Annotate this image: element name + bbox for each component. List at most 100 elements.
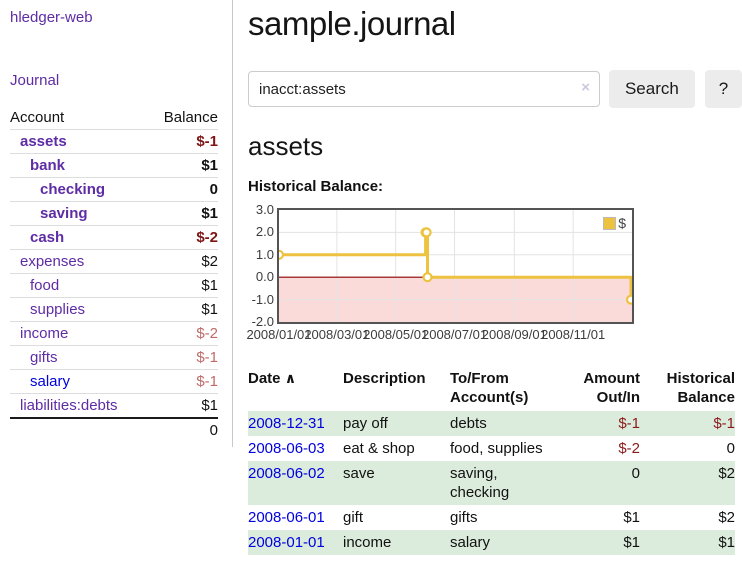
account-balance: $1 — [148, 153, 218, 178]
transaction-accounts: gifts — [450, 509, 478, 526]
main-content: sample.journal × Search ? assets Histori… — [246, 0, 742, 555]
account-balance: $-1 — [148, 369, 218, 394]
account-row: supplies $1 — [10, 297, 218, 322]
search-input[interactable] — [248, 71, 600, 107]
account-link[interactable]: bank — [30, 157, 66, 174]
transaction-accounts: food, supplies — [450, 440, 543, 457]
chart-legend: $ — [602, 215, 627, 231]
register-header-amount: Amount Out/In — [583, 370, 640, 406]
search-box: × — [248, 71, 600, 107]
transaction-date: 2008-06-01 — [248, 505, 343, 530]
account-row: liabilities:debts $1 — [10, 393, 218, 418]
transaction-amount: $1 — [554, 530, 640, 555]
accounts-table: Account Balance assets $-1 bank $1 checking 0… — [10, 106, 218, 442]
transaction-accounts: saving, checking — [450, 461, 554, 505]
account-link[interactable]: supplies — [30, 301, 86, 318]
account-heading: assets — [248, 131, 324, 161]
transaction-accounts: salary — [450, 530, 554, 555]
account-row: salary $-1 — [10, 369, 218, 394]
account-link[interactable]: expenses — [20, 253, 85, 270]
transaction-date-link[interactable]: 2008-12-31 — [248, 415, 325, 432]
transaction-date: 2008-01-01 — [248, 530, 343, 555]
account-link[interactable]: gifts — [30, 349, 58, 366]
x-axis-tick-label: 2008/09/01 — [481, 327, 547, 342]
legend-label: $ — [618, 215, 626, 231]
accounts-header-balance: Balance — [163, 109, 218, 126]
account-balance: $2 — [148, 249, 218, 274]
transaction-balance: $2 — [718, 509, 735, 526]
y-axis-tick-label: 0.0 — [255, 269, 274, 285]
transaction-description: gift — [343, 509, 364, 526]
x-axis-tick-label: 2008/03/01 — [304, 327, 370, 342]
transaction-amount: $1 — [623, 509, 640, 526]
nav-journal-link[interactable]: Journal — [10, 72, 60, 89]
account-row: bank $1 — [10, 153, 218, 178]
transaction-date: 2008-06-02 — [248, 461, 343, 505]
transaction-amount: $-2 — [618, 440, 640, 457]
transaction-date-link[interactable]: 2008-01-01 — [248, 534, 325, 551]
help-button[interactable]: ? — [704, 70, 742, 108]
transaction-description: save — [343, 461, 450, 505]
account-balance: $1 — [148, 273, 218, 298]
account-link[interactable]: food — [30, 277, 60, 294]
chart-svg — [279, 210, 632, 322]
transaction-date: 2008-06-03 — [248, 436, 343, 461]
account-row: checking 0 — [10, 177, 218, 202]
transaction-row: 2008-12-31 pay off debts $-1 $-1 — [248, 411, 735, 436]
register-header-accounts: To/From Account(s) — [450, 370, 529, 406]
accounts-total-row: 0 — [10, 417, 218, 442]
transaction-row: 2008-06-01 gift gifts $1 $2 — [248, 505, 735, 530]
account-link[interactable]: saving — [40, 205, 88, 222]
account-row: saving $1 — [10, 201, 218, 226]
account-balance: $-1 — [148, 129, 218, 154]
transaction-date-link[interactable]: 2008-06-01 — [248, 509, 325, 526]
page-title: sample.journal — [248, 5, 456, 42]
x-axis-tick-label: 2008/11/01 — [541, 327, 606, 342]
transaction-date-link[interactable]: 2008-06-02 — [248, 465, 325, 482]
account-link[interactable]: salary — [30, 373, 71, 390]
account-link[interactable]: checking — [40, 181, 106, 198]
account-row: gifts $-1 — [10, 345, 218, 370]
account-link[interactable]: liabilities:debts — [20, 397, 118, 414]
sidebar: hledger-web Journal Account Balance asse… — [0, 0, 233, 447]
transaction-description: pay off — [343, 411, 450, 436]
register-header-date[interactable]: Date ∧ — [248, 367, 343, 411]
x-axis-tick-label: 2008/05/01 — [363, 327, 429, 342]
register-header-date-label: Date — [248, 370, 281, 387]
sort-ascending-icon: ∧ — [284, 370, 297, 386]
search-form: × Search ? — [248, 70, 742, 108]
chart-plot-area: $ — [277, 208, 634, 324]
account-link[interactable]: cash — [30, 229, 65, 246]
transaction-amount: 0 — [554, 461, 640, 505]
account-row: assets $-1 — [10, 129, 218, 154]
clear-search-icon[interactable]: × — [581, 79, 590, 96]
historical-balance-chart: 3.0 2.0 1.0 0.0 -1.0 -2.0 $ 2008/01/01 2008/03… — [246, 203, 742, 348]
transaction-row: 2008-01-01 income salary $1 $1 — [248, 530, 735, 555]
account-row: income $-2 — [10, 321, 218, 346]
transaction-date-link[interactable]: 2008-06-03 — [248, 440, 325, 457]
search-button[interactable]: Search — [608, 70, 695, 108]
transaction-amount: $-1 — [554, 411, 640, 436]
y-axis-tick-label: 1.0 — [255, 246, 274, 262]
x-axis-tick-label: 2008/07/01 — [421, 327, 488, 342]
transaction-balance: $-1 — [640, 411, 735, 436]
account-balance: $1 — [148, 297, 218, 322]
account-balance: $-1 — [148, 345, 218, 370]
x-axis-tick-label: 2008/01/01 — [246, 327, 312, 342]
app-brand-link[interactable]: hledger-web — [10, 9, 93, 26]
y-axis-tick-label: -1.0 — [251, 291, 274, 307]
account-row: cash $-2 — [10, 225, 218, 250]
account-link[interactable]: assets — [20, 133, 67, 150]
transaction-description: income — [343, 530, 450, 555]
transaction-row: 2008-06-02 save saving, checking 0 $2 — [248, 461, 735, 505]
register-header-description: Description — [343, 370, 426, 387]
legend-swatch-icon — [603, 216, 617, 230]
transaction-description: eat & shop — [343, 440, 415, 457]
transaction-balance: $2 — [640, 461, 735, 505]
account-balance: $-2 — [148, 321, 218, 346]
account-balance: $1 — [148, 201, 218, 226]
y-axis-tick-label: 3.0 — [255, 202, 274, 217]
y-axis-tick-label: 2.0 — [255, 224, 274, 240]
account-link[interactable]: income — [20, 325, 69, 342]
accounts-total-spacer — [10, 417, 149, 442]
